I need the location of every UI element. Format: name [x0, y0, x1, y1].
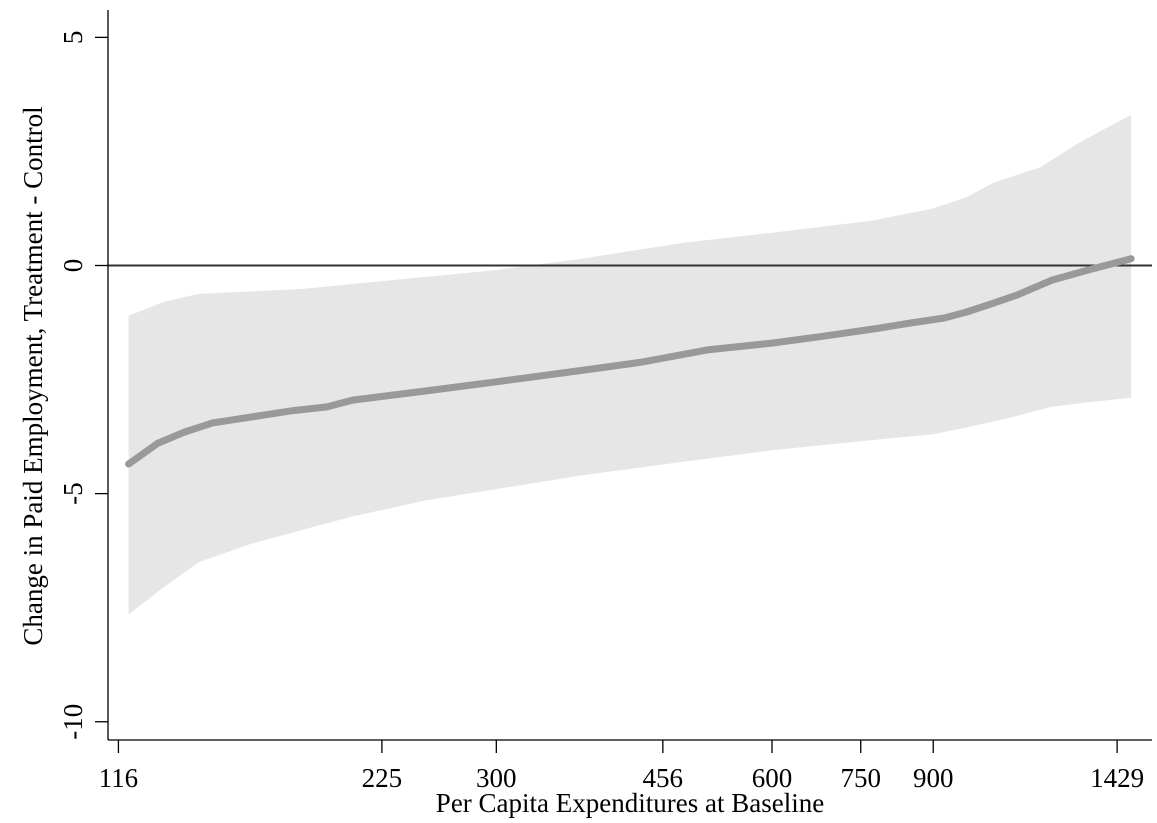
x-tick-label: 456 — [643, 763, 684, 793]
x-axis-title: Per Capita Expenditures at Baseline — [436, 788, 824, 818]
x-tick-label: 300 — [476, 763, 517, 793]
y-tick-label: 0 — [58, 259, 88, 273]
y-tick-label: 5 — [58, 31, 88, 45]
x-tick-label: 225 — [362, 763, 403, 793]
x-tick-label: 1429 — [1090, 763, 1144, 793]
x-tick-label: 116 — [99, 763, 139, 793]
plot-area — [108, 114, 1152, 615]
y-tick-label: -5 — [58, 482, 88, 505]
x-tick-label: 600 — [752, 763, 793, 793]
estimate-line — [125, 255, 1135, 468]
x-tick-label: 900 — [913, 763, 954, 793]
y-axis-title: Change in Paid Employment, Treatment - C… — [18, 106, 48, 645]
x-tick-label: 750 — [840, 763, 881, 793]
y-tick-label: -10 — [58, 704, 88, 740]
axes: 5 0 -5 -10 116 225 300 456 600 750 900 1429 — [58, 10, 1152, 793]
